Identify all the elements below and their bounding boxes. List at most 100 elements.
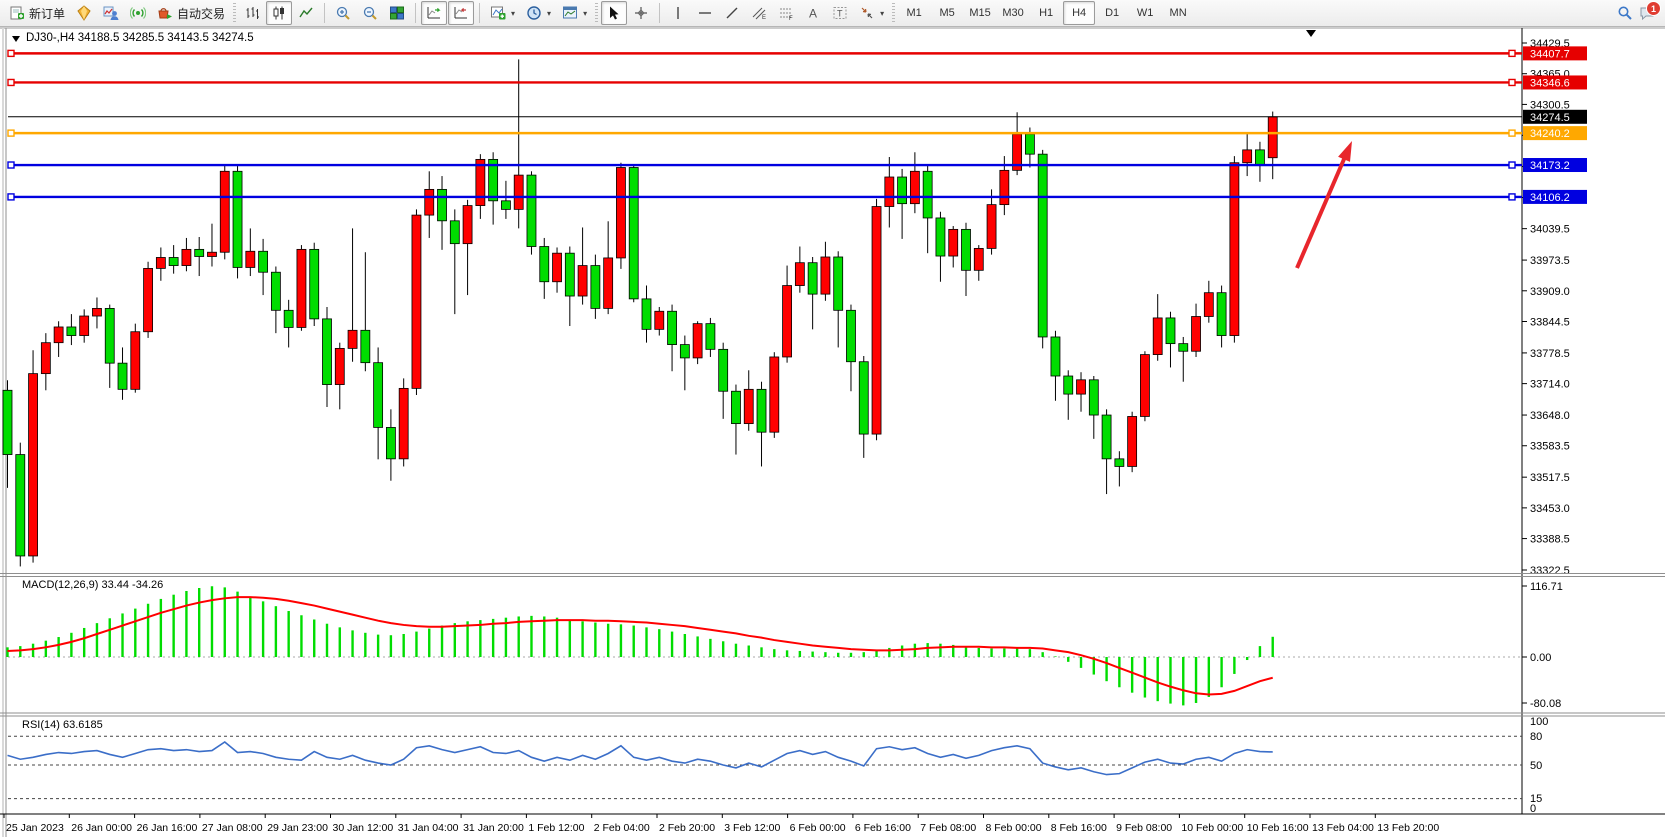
candle[interactable] [769,352,780,438]
level-line-handle[interactable] [1508,78,1516,87]
candle[interactable] [79,309,90,343]
level-line-handle[interactable] [1508,129,1516,137]
candle[interactable] [398,378,409,467]
timeframe-button-m5[interactable]: M5 [939,7,955,19]
cursor-tool-button[interactable] [601,1,628,25]
timeframe-button-mn[interactable]: MN [1169,7,1187,19]
timeframe-button-m1[interactable]: M1 [906,7,922,19]
candle[interactable] [948,226,959,268]
notifications-button[interactable]: 1 [1639,1,1661,21]
annotation-arrow-head[interactable] [1338,141,1352,162]
search-icon[interactable] [1617,5,1633,21]
chart-canvas[interactable]: 34429.534365.034300.534235.534170.034105… [0,27,1665,837]
periods-button[interactable]: ▾ [521,1,556,25]
candle[interactable] [1203,280,1214,323]
chart-window[interactable]: 34429.534365.034300.534235.534170.034105… [0,27,1665,837]
candle[interactable] [1178,336,1189,382]
candle[interactable] [1191,303,1201,357]
candle[interactable] [194,236,205,277]
timeframe-button-d1[interactable]: D1 [1105,7,1120,19]
candle[interactable] [1165,311,1176,368]
candle[interactable] [577,227,588,305]
candle[interactable] [385,409,396,481]
candle[interactable] [1037,149,1048,349]
candle[interactable] [322,306,332,407]
candle[interactable] [718,342,729,419]
candle[interactable] [909,152,920,214]
zoom-in-button[interactable] [330,1,356,25]
candlestick-chart-button[interactable] [266,1,293,25]
candle[interactable] [539,237,550,299]
candle[interactable] [1063,370,1074,420]
candle[interactable] [590,254,601,319]
candle[interactable] [245,228,256,277]
candle[interactable] [616,162,626,269]
candle[interactable] [564,246,575,327]
signals-button[interactable] [125,1,151,25]
candle[interactable] [15,442,26,567]
chart-shift-marker-icon[interactable] [1306,30,1316,37]
timeframe-button-w1[interactable]: W1 [1136,7,1154,19]
level-line-handle[interactable] [1508,161,1516,169]
candle[interactable] [424,171,435,238]
candle[interactable] [117,347,128,400]
candle[interactable] [858,356,869,458]
candle[interactable] [347,228,358,362]
candle[interactable] [437,176,447,250]
candle[interactable] [897,168,907,239]
candle[interactable] [130,323,141,393]
level-line-handle[interactable] [7,78,15,87]
candle[interactable] [794,246,805,293]
candle[interactable] [513,59,524,229]
candle[interactable] [66,314,77,346]
candle[interactable] [820,241,831,301]
candle[interactable] [258,238,269,296]
candle[interactable] [270,266,281,334]
bar-chart-button[interactable] [239,1,265,25]
candle[interactable] [283,299,294,348]
candle[interactable] [501,180,511,219]
candle[interactable] [207,223,217,267]
candle[interactable] [1101,409,1112,495]
candle[interactable] [360,252,371,372]
candle[interactable] [1229,156,1240,343]
candle[interactable] [731,384,741,455]
level-line-handle[interactable] [7,161,15,169]
candle[interactable] [1076,372,1086,412]
crosshair-tool-button[interactable] [628,1,654,25]
candle[interactable] [1242,133,1253,177]
candle[interactable] [104,304,115,388]
equidistant-channel-tool-button[interactable]: E [746,1,772,25]
level-line-handle[interactable] [1508,193,1516,201]
candle[interactable] [219,165,230,260]
candle[interactable] [373,347,384,460]
candle[interactable] [552,247,562,293]
candle[interactable] [232,166,243,279]
candle[interactable] [28,350,38,563]
candle[interactable] [168,245,179,274]
candle[interactable] [641,285,652,343]
candle[interactable] [1050,330,1061,401]
candle[interactable] [654,306,665,336]
candle[interactable] [871,198,882,441]
indicators-button[interactable]: ▾ [485,1,520,25]
new-order-button[interactable]: 新订单 [4,1,70,25]
trendline-tool-button[interactable] [719,1,745,25]
arrows-tool-button[interactable]: ▾ [854,1,889,25]
candle[interactable] [143,261,153,338]
timeframe-button-m15[interactable]: M15 [969,7,991,19]
vertical-line-tool-button[interactable] [665,1,691,25]
candle[interactable] [846,304,856,392]
templates-button[interactable]: ▾ [557,1,592,25]
timeframe-button-h1[interactable]: H1 [1039,7,1054,19]
candle[interactable] [667,304,677,372]
zoom-out-button[interactable] [357,1,383,25]
level-line-handle[interactable] [7,193,15,201]
candle[interactable] [833,251,844,348]
text-label-tool-button[interactable]: T [827,1,853,25]
candle[interactable] [53,321,64,357]
candle[interactable] [526,171,537,255]
candle[interactable] [334,342,345,410]
candle[interactable] [296,245,307,331]
candle[interactable] [705,317,716,357]
